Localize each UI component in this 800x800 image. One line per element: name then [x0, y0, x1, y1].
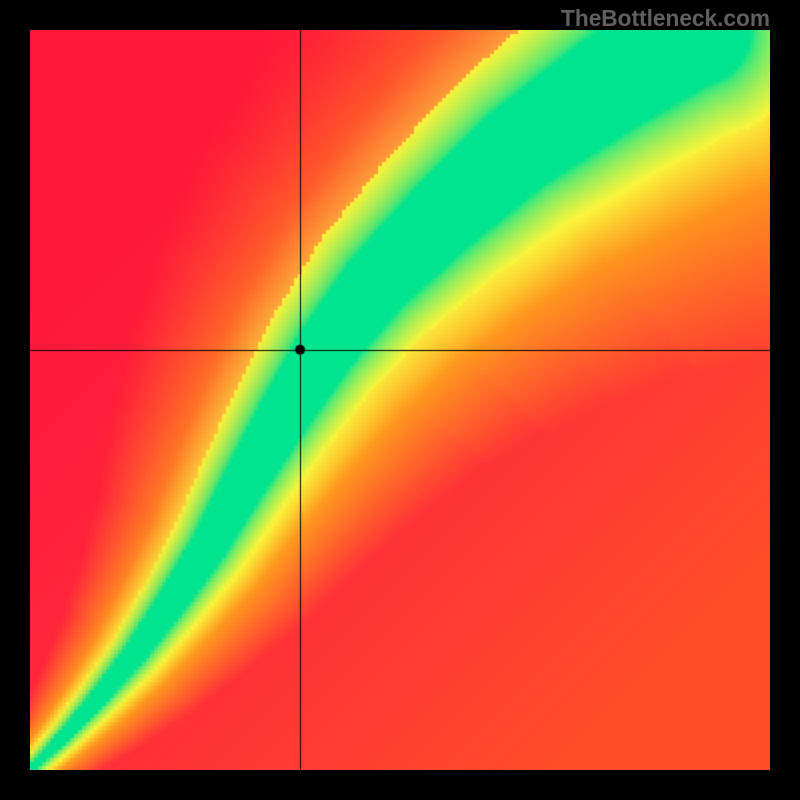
heatmap-plot — [30, 30, 770, 770]
chart-container: TheBottleneck.com — [0, 0, 800, 800]
watermark-label: TheBottleneck.com — [561, 5, 770, 32]
